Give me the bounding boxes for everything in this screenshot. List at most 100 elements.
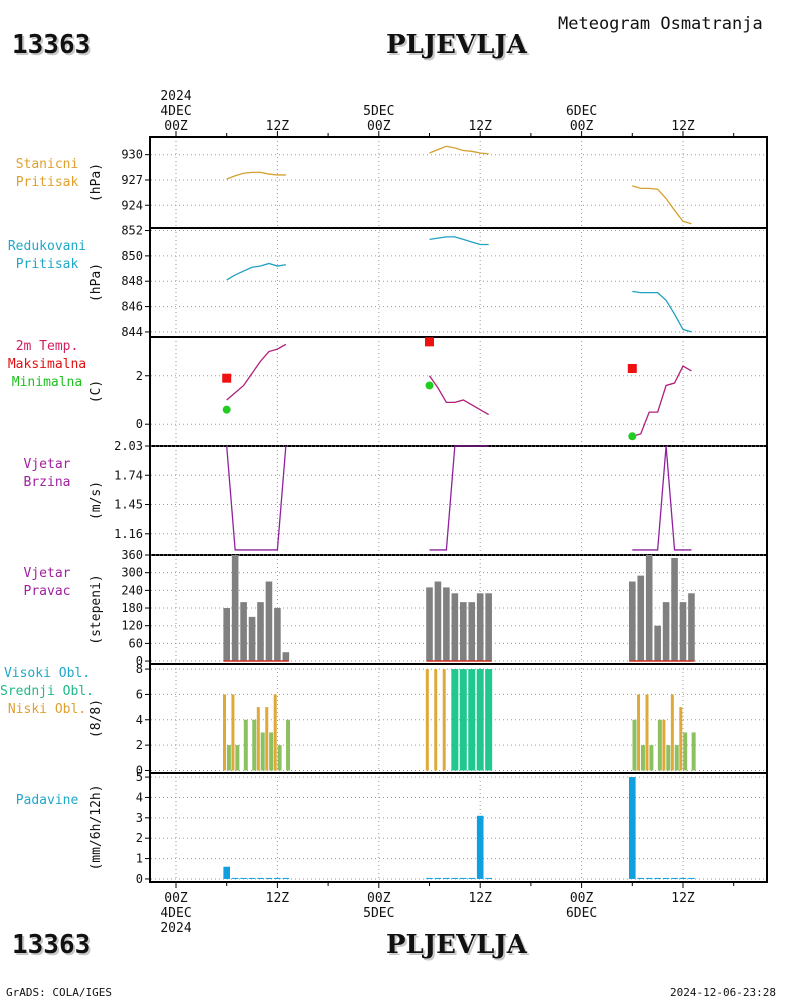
y-tick-label: 848 — [121, 274, 143, 288]
time-axis-label: 12Z — [468, 891, 492, 906]
min-temp-marker — [222, 405, 231, 414]
cloud-bar — [273, 694, 277, 771]
y-tick-label: 1.74 — [114, 468, 143, 482]
bar — [257, 877, 264, 879]
time-axis-label: 6DEC — [566, 104, 597, 119]
time-axis-label: 00Z — [164, 119, 188, 134]
time-axis-label: 00Z — [164, 891, 188, 906]
cloud-bar — [256, 707, 260, 771]
y-tick-label: 1.45 — [114, 498, 143, 512]
y-tick-label: 0 — [136, 417, 143, 431]
bar — [645, 877, 653, 879]
time-axis-label: 5DEC — [363, 906, 394, 921]
y-axis-label: (mm/6h/12h) — [89, 784, 104, 870]
series-line — [632, 290, 692, 333]
cloud-bar — [442, 669, 446, 771]
cloud-bar — [640, 745, 645, 771]
bar — [637, 877, 645, 879]
bar — [282, 877, 290, 879]
bar — [451, 593, 459, 662]
series-line — [429, 445, 489, 551]
bar — [434, 581, 442, 662]
y-tick-label: 60 — [129, 636, 143, 650]
bar — [274, 608, 281, 662]
bar — [645, 555, 653, 662]
bar — [274, 877, 281, 879]
cloud-bar — [265, 707, 269, 771]
panel-label: Visoki Obl. — [4, 666, 90, 681]
cloud-bar — [691, 732, 696, 771]
y-tick-label: 2 — [136, 369, 143, 383]
bar — [443, 587, 450, 662]
series-line — [632, 365, 692, 437]
cloud-bar — [674, 745, 679, 771]
time-axis-label: 00Z — [570, 119, 594, 134]
bar — [231, 555, 239, 662]
y-tick-label: 1.16 — [114, 527, 143, 541]
cloud-bar — [670, 694, 674, 771]
panel-label: Brzina — [24, 475, 71, 490]
cloud-bar — [632, 719, 637, 771]
y-tick-label: 6 — [136, 687, 143, 701]
cloud-bar — [645, 694, 649, 771]
y-tick-label: 850 — [121, 249, 143, 263]
panel-frame — [149, 227, 768, 338]
bar — [248, 877, 256, 879]
panel-label: Pravac — [24, 584, 71, 599]
time-axis-label: 00Z — [367, 891, 391, 906]
bar — [231, 877, 239, 879]
y-axis-label: (8/8) — [89, 699, 104, 738]
panel-label: Niski Obl. — [8, 702, 86, 717]
y-tick-label: 180 — [121, 601, 143, 615]
bar — [468, 877, 476, 879]
cloud-bar — [269, 732, 274, 771]
bar — [265, 877, 273, 879]
panel-label: Stanicni — [16, 157, 79, 172]
cloud-bar — [679, 707, 683, 771]
y-tick-label: 120 — [121, 619, 143, 633]
time-axis-label: 12Z — [671, 891, 695, 906]
station-name-top: PLJEVLJA — [386, 30, 527, 60]
time-axis-label: 00Z — [570, 891, 594, 906]
y-tick-label: 0 — [136, 763, 143, 777]
cloud-bar — [425, 669, 429, 771]
cloud-bar — [683, 732, 688, 771]
cloud-bar — [243, 719, 248, 771]
cloud-bar — [662, 719, 666, 771]
bar — [671, 557, 678, 662]
bar — [637, 575, 645, 662]
series-line — [632, 445, 692, 551]
panel-frame — [149, 772, 768, 883]
bar — [476, 593, 484, 662]
meteogram-title: Meteogram Osmatranja — [558, 14, 763, 34]
bar — [654, 877, 661, 879]
bar — [468, 602, 476, 662]
max-temp-marker — [222, 373, 232, 383]
y-tick-label: 8 — [136, 662, 143, 676]
max-temp-marker — [627, 363, 637, 373]
bar — [662, 602, 670, 662]
time-axis-label: 12Z — [266, 891, 290, 906]
bar — [240, 877, 247, 879]
time-axis-label: 12Z — [266, 119, 290, 134]
cloud-bar — [459, 669, 467, 771]
station-name-bottom: PLJEVLJA — [386, 930, 527, 960]
panel-label: Pritisak — [16, 257, 79, 272]
panel-frame — [149, 663, 768, 774]
time-axis-label: 12Z — [468, 119, 492, 134]
y-axis-label: (hPa) — [89, 263, 104, 302]
bar — [688, 593, 695, 662]
station-id-bottom: 13363 — [12, 930, 91, 960]
cloud-bar — [649, 745, 654, 771]
y-tick-label: 360 — [121, 548, 143, 562]
y-tick-label: 846 — [121, 300, 143, 314]
time-axis-label: 2024 — [160, 89, 191, 104]
time-axis-label: 12Z — [671, 119, 695, 134]
y-tick-label: 2.03 — [114, 439, 143, 453]
series-line — [428, 375, 489, 416]
bar — [654, 625, 661, 662]
y-axis-label: (m/s) — [89, 481, 104, 520]
y-tick-label: 300 — [121, 566, 143, 580]
footer-credit: GrADS: COLA/IGES — [6, 986, 112, 999]
time-axis-label: 4DEC — [160, 906, 191, 921]
